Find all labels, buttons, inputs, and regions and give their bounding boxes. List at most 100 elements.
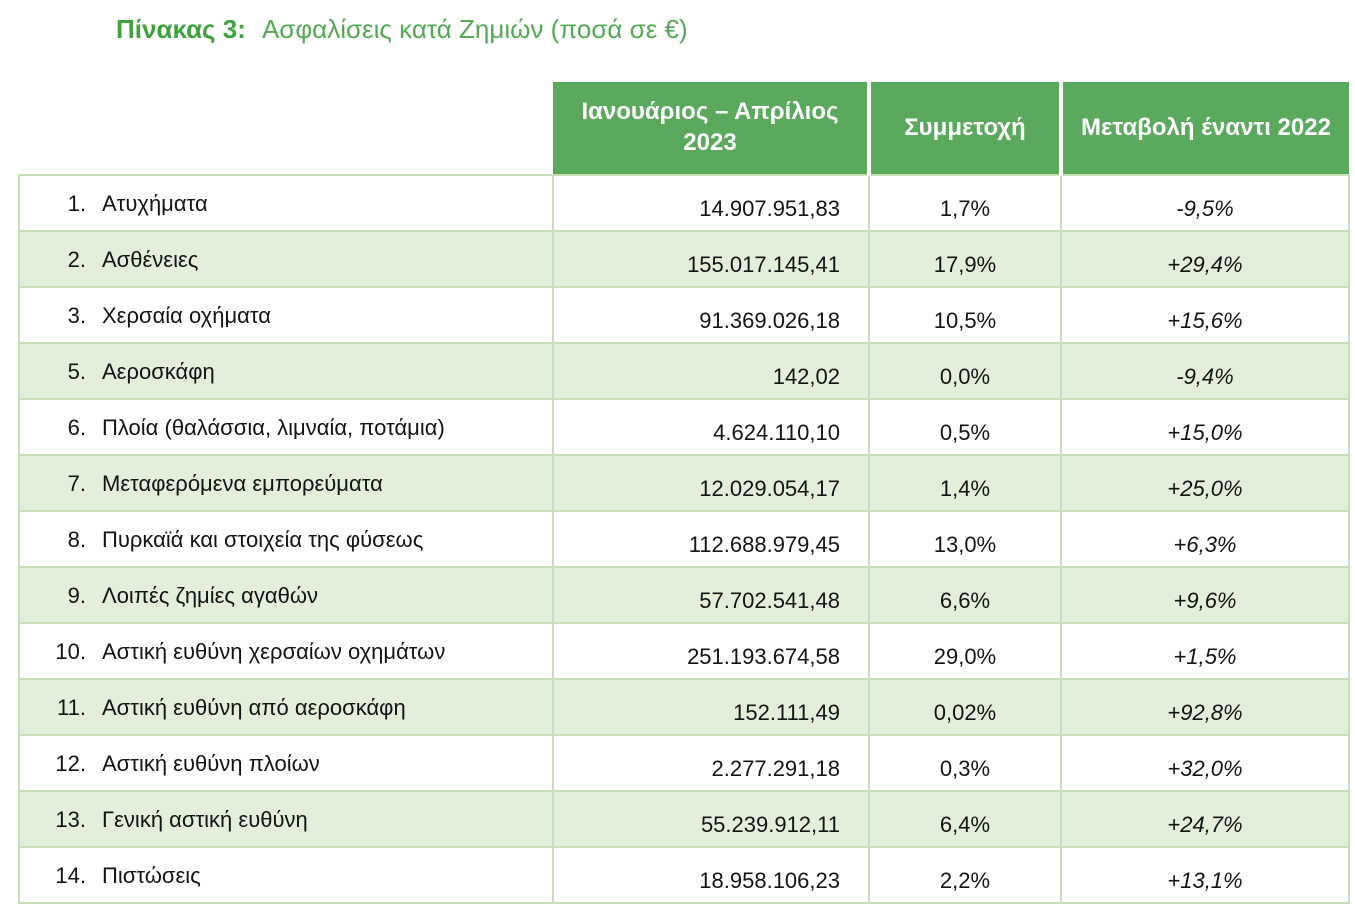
row-label-cell: 9. Λοιπές ζημίες αγαθών xyxy=(18,566,554,624)
table-row: 12. Αστική ευθύνη πλοίων 2.277.291,18 0,3… xyxy=(18,734,1350,792)
row-change-cell: +25,0% xyxy=(1060,454,1350,512)
row-amount-cell: 55.239.912,11 xyxy=(552,790,870,848)
row-number: 5. xyxy=(67,359,86,384)
table-row: 2. Ασθένειες 155.017.145,41 17,9% +29,4% xyxy=(18,230,1350,288)
row-share-cell: 0,3% xyxy=(868,734,1062,792)
row-change-cell: +1,5% xyxy=(1060,622,1350,680)
header-corner-cell xyxy=(19,82,553,176)
table-row: 8. Πυρκαϊά και στοιχεία της φύσεως 112.68… xyxy=(18,510,1350,568)
row-label: Ατυχήματα xyxy=(102,191,208,216)
table-body: 1. Ατυχήματα 14.907.951,83 1,7% -9,5% 2. Α… xyxy=(18,174,1350,904)
row-share-cell: 10,5% xyxy=(868,286,1062,344)
row-label-cell: 11. Αστική ευθύνη από αεροσκάφη xyxy=(18,678,554,736)
row-label-cell: 7. Μεταφερόμενα εμπορεύματα xyxy=(18,454,554,512)
table-row: 7. Μεταφερόμενα εμπορεύματα 12.029.054,17… xyxy=(18,454,1350,512)
row-label-cell: 6. Πλοία (θαλάσσια, λιμναία, ποτάμια) xyxy=(18,398,554,456)
row-label: Πιστώσεις xyxy=(102,863,201,888)
row-share-cell: 17,9% xyxy=(868,230,1062,288)
row-label: Αστική ευθύνη πλοίων xyxy=(102,751,320,776)
row-label-cell: 12. Αστική ευθύνη πλοίων xyxy=(18,734,554,792)
table-row: 11. Αστική ευθύνη από αεροσκάφη 152.111,4… xyxy=(18,678,1350,736)
row-change-cell: +13,1% xyxy=(1060,846,1350,904)
page-title: Πίνακας 3: Ασφαλίσεις κατά Ζημιών (ποσά σ… xyxy=(116,14,688,45)
row-number: 2. xyxy=(67,247,86,272)
header-period: Ιανουάριος – Απρίλιος 2023 xyxy=(553,82,869,176)
row-change-cell: +15,0% xyxy=(1060,398,1350,456)
row-label: Πλοία (θαλάσσια, λιμναία, ποτάμια) xyxy=(102,415,445,440)
row-share-cell: 2,2% xyxy=(868,846,1062,904)
row-amount-cell: 14.907.951,83 xyxy=(552,174,870,232)
row-amount-cell: 57.702.541,48 xyxy=(552,566,870,624)
row-amount-cell: 152.111,49 xyxy=(552,678,870,736)
table-row: 13. Γενική αστική ευθύνη 55.239.912,11 6,… xyxy=(18,790,1350,848)
table-row: 9. Λοιπές ζημίες αγαθών 57.702.541,48 6,6… xyxy=(18,566,1350,624)
row-label-cell: 8. Πυρκαϊά και στοιχεία της φύσεως xyxy=(18,510,554,568)
header-row: Ιανουάριος – Απρίλιος 2023 Συμμετοχή Μετ… xyxy=(19,82,1349,176)
row-share-cell: 13,0% xyxy=(868,510,1062,568)
row-share-cell: 29,0% xyxy=(868,622,1062,680)
row-number: 9. xyxy=(67,583,86,608)
row-number: 8. xyxy=(67,527,86,552)
row-amount-cell: 91.369.026,18 xyxy=(552,286,870,344)
row-label-cell: 10. Αστική ευθύνη χερσαίων οχημάτων xyxy=(18,622,554,680)
row-number: 6. xyxy=(67,415,86,440)
table-row: 6. Πλοία (θαλάσσια, λιμναία, ποτάμια) 4.6… xyxy=(18,398,1350,456)
row-number: 13. xyxy=(55,807,86,832)
row-change-cell: +24,7% xyxy=(1060,790,1350,848)
table-number-label: Πίνακας 3: xyxy=(116,14,246,44)
table-row: 1. Ατυχήματα 14.907.951,83 1,7% -9,5% xyxy=(18,174,1350,232)
row-change-cell: +92,8% xyxy=(1060,678,1350,736)
row-share-cell: 0,0% xyxy=(868,342,1062,400)
row-amount-cell: 142,02 xyxy=(552,342,870,400)
row-amount-cell: 155.017.145,41 xyxy=(552,230,870,288)
row-amount-cell: 251.193.674,58 xyxy=(552,622,870,680)
row-number: 12. xyxy=(55,751,86,776)
header-change: Μεταβολή έναντι 2022 xyxy=(1059,82,1349,176)
row-number: 3. xyxy=(67,303,86,328)
row-label-cell: 5. Αεροσκάφη xyxy=(18,342,554,400)
row-share-cell: 1,7% xyxy=(868,174,1062,232)
row-label-cell: 1. Ατυχήματα xyxy=(18,174,554,232)
row-label: Αστική ευθύνη από αεροσκάφη xyxy=(102,695,406,720)
row-label: Χερσαία οχήματα xyxy=(102,303,271,328)
table-row: 3. Χερσαία οχήματα 91.369.026,18 10,5% +1… xyxy=(18,286,1350,344)
table-row: 10. Αστική ευθύνη χερσαίων οχημάτων 251.1… xyxy=(18,622,1350,680)
row-label: Μεταφερόμενα εμπορεύματα xyxy=(102,471,383,496)
row-number: 1. xyxy=(67,191,86,216)
table-header: Ιανουάριος – Απρίλιος 2023 Συμμετοχή Μετ… xyxy=(19,82,1349,176)
row-amount-cell: 2.277.291,18 xyxy=(552,734,870,792)
row-share-cell: 0,5% xyxy=(868,398,1062,456)
row-share-cell: 6,4% xyxy=(868,790,1062,848)
row-change-cell: +15,6% xyxy=(1060,286,1350,344)
row-change-cell: +9,6% xyxy=(1060,566,1350,624)
row-label: Λοιπές ζημίες αγαθών xyxy=(102,583,318,608)
row-amount-cell: 112.688.979,45 xyxy=(552,510,870,568)
row-label-cell: 13. Γενική αστική ευθύνη xyxy=(18,790,554,848)
row-label-cell: 2. Ασθένειες xyxy=(18,230,554,288)
row-label: Πυρκαϊά και στοιχεία της φύσεως xyxy=(102,527,424,552)
row-change-cell: -9,4% xyxy=(1060,342,1350,400)
row-number: 7. xyxy=(67,471,86,496)
row-share-cell: 0,02% xyxy=(868,678,1062,736)
row-change-cell: +32,0% xyxy=(1060,734,1350,792)
header-share: Συμμετοχή xyxy=(867,82,1061,176)
insurance-table: Ιανουάριος – Απρίλιος 2023 Συμμετοχή Μετ… xyxy=(18,82,1350,904)
row-amount-cell: 4.624.110,10 xyxy=(552,398,870,456)
row-change-cell: +29,4% xyxy=(1060,230,1350,288)
row-label-cell: 3. Χερσαία οχήματα xyxy=(18,286,554,344)
table-row: 5. Αεροσκάφη 142,02 0,0% -9,4% xyxy=(18,342,1350,400)
table-row: 14. Πιστώσεις 18.958.106,23 2,2% +13,1% xyxy=(18,846,1350,904)
row-change-cell: +6,3% xyxy=(1060,510,1350,568)
row-number: 11. xyxy=(57,695,86,720)
row-number: 10. xyxy=(55,639,86,664)
row-amount-cell: 18.958.106,23 xyxy=(552,846,870,904)
table-title-text: Ασφαλίσεις κατά Ζημιών (ποσά σε €) xyxy=(261,14,688,44)
row-label: Ασθένειες xyxy=(102,247,199,272)
row-number: 14. xyxy=(55,863,86,888)
row-share-cell: 1,4% xyxy=(868,454,1062,512)
row-change-cell: -9,5% xyxy=(1060,174,1350,232)
row-label: Αεροσκάφη xyxy=(102,359,215,384)
row-label: Αστική ευθύνη χερσαίων οχημάτων xyxy=(102,639,446,664)
row-label: Γενική αστική ευθύνη xyxy=(102,807,308,832)
row-share-cell: 6,6% xyxy=(868,566,1062,624)
